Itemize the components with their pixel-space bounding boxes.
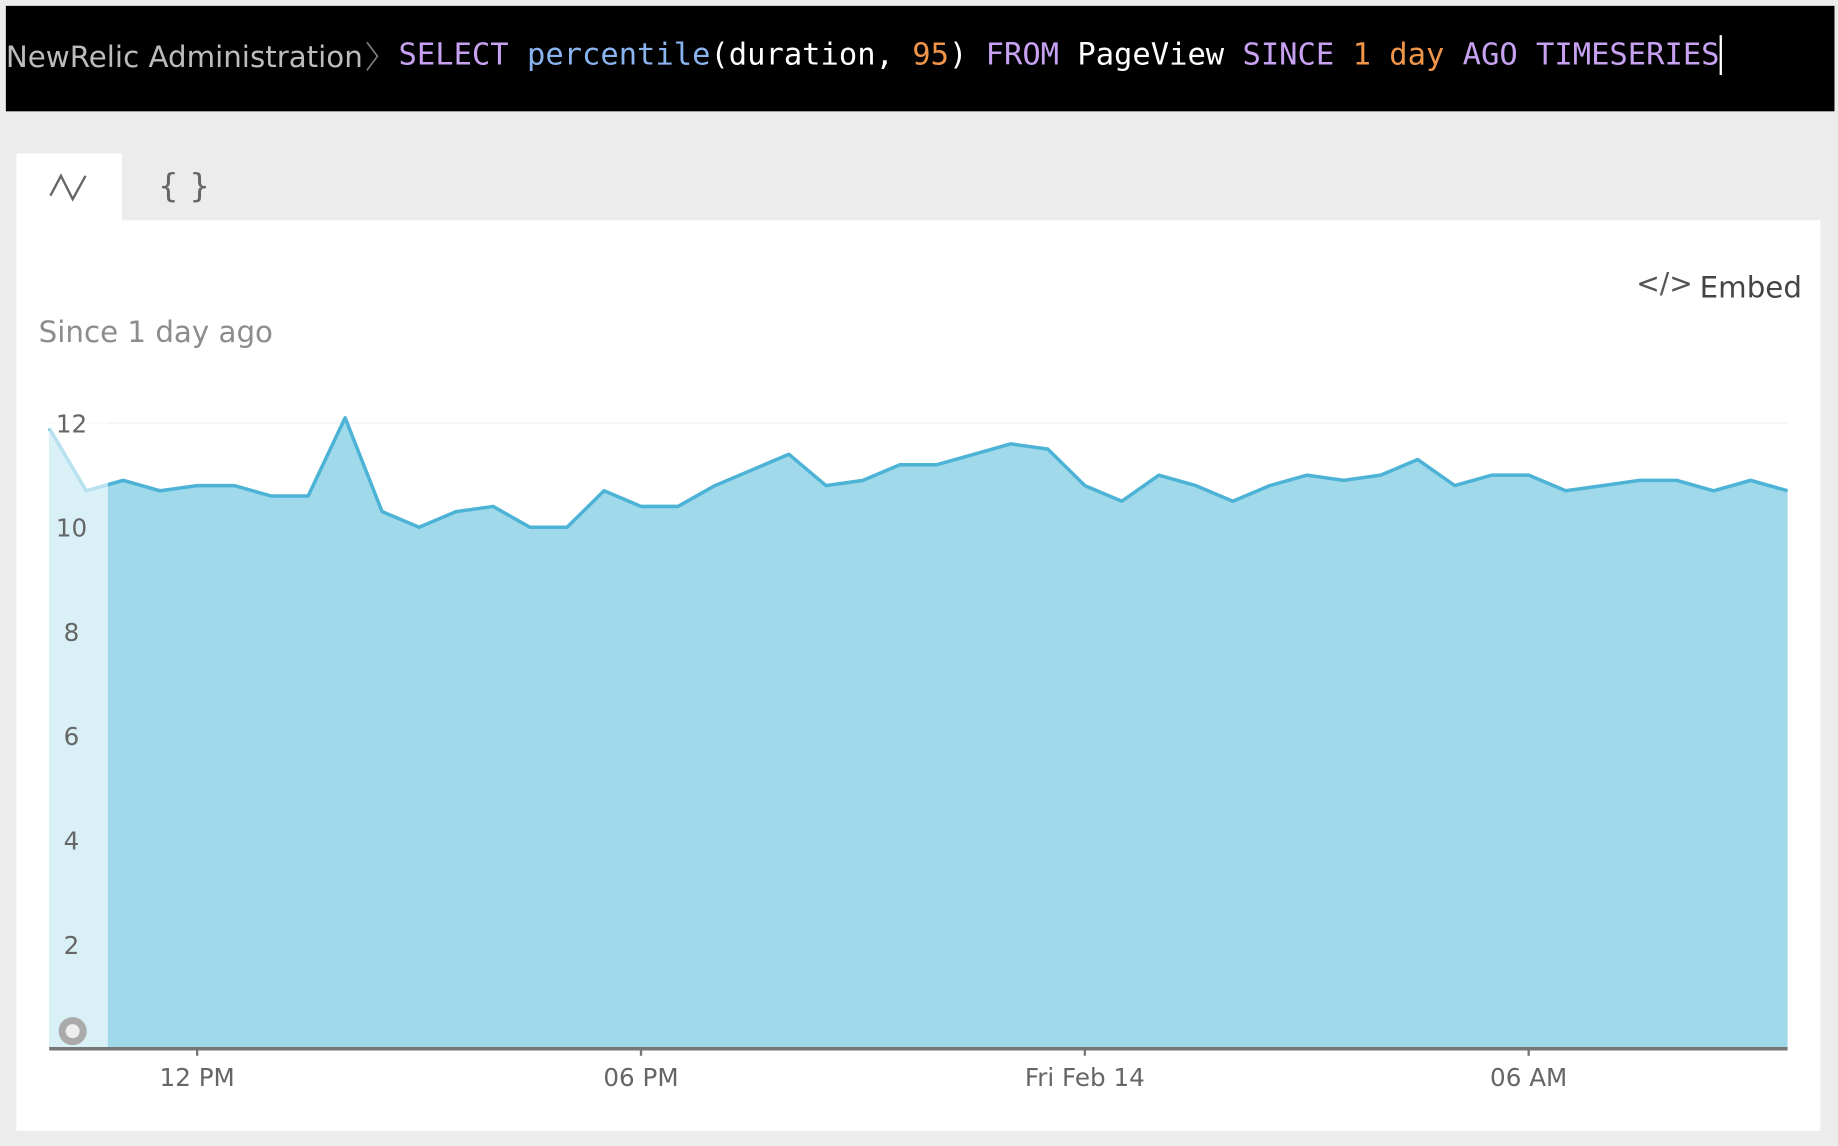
breadcrumb-chevron <box>366 41 379 71</box>
query-text[interactable]: SELECT percentile(duration, 95) FROM PageVie… <box>399 37 1720 72</box>
chart-tab[interactable] <box>16 153 122 224</box>
line <box>47 416 1789 530</box>
area <box>49 417 1788 1049</box>
x-tick-label: 06 PM <box>603 1063 678 1092</box>
query-token: 95 <box>912 37 949 72</box>
zero-marker-inner <box>65 1024 80 1039</box>
query-token: PageView <box>1077 37 1224 72</box>
query-token: (duration, <box>710 37 893 72</box>
y-tick-label: 2 <box>64 931 80 960</box>
x-tick-label: Fri Feb 14 <box>1025 1063 1145 1092</box>
plot: 2 4 6 8 10 12 12 PM 06 PM Fri Feb 14 06 AM <box>47 396 1789 1092</box>
query-token: percentile <box>527 37 710 72</box>
query-token: ) <box>949 37 967 72</box>
y-tick-label: 8 <box>64 618 80 647</box>
query-token: day <box>1389 37 1444 72</box>
breadcrumb[interactable]: NewRelic Administration <box>6 40 363 74</box>
query-token: SINCE <box>1242 37 1334 72</box>
chart-tab-icon <box>49 173 87 202</box>
embed-button[interactable]: Embed <box>1700 271 1802 305</box>
y-tick-label: 10 <box>56 514 87 543</box>
query-bar <box>5 5 1835 112</box>
query-token: SELECT <box>399 37 509 72</box>
y-tick-label: 6 <box>64 722 80 751</box>
embed-icon: </> <box>1636 267 1693 300</box>
query-token: AGO <box>1463 37 1518 72</box>
query-token: FROM <box>986 37 1059 72</box>
x-tick-label: 06 AM <box>1490 1063 1567 1092</box>
x-tick-label: 12 PM <box>160 1063 235 1092</box>
json-tab-icon[interactable]: { } <box>158 167 210 205</box>
y-tick-label: 12 <box>56 409 87 438</box>
query-token: 1 <box>1353 37 1371 72</box>
chart-subtitle: Since 1 day ago <box>39 315 273 349</box>
partial-period-overlay <box>49 396 108 1049</box>
query-token: TIMESERIES <box>1536 37 1719 72</box>
y-tick-label: 4 <box>64 827 80 856</box>
